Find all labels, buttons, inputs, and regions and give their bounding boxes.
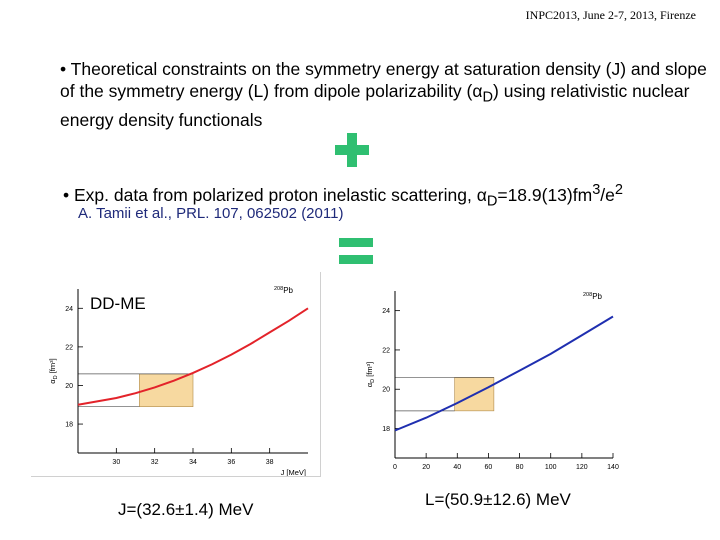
y-tick-label: 24: [65, 306, 73, 313]
x-tick-label: 20: [422, 464, 430, 471]
x-tick-label: 34: [189, 459, 197, 466]
series-curve: [77, 307, 309, 406]
panel-label: DD-ME: [90, 294, 146, 313]
x-tick-label: 36: [227, 459, 235, 466]
y-tick-label: 20: [65, 383, 73, 390]
equals-icon: [339, 234, 373, 268]
y-tick-label: 20: [382, 387, 390, 394]
x-tick-label: 32: [151, 459, 159, 466]
citation: A. Tamii et al., PRL. 107, 062502 (2011): [78, 205, 344, 222]
chart-panel-j: 30 32 34 36 38 18 20 22 24 J [MeV] αD [fm³] 208Pb DD…: [30, 271, 320, 477]
x-axis-label: J [MeV]: [281, 468, 306, 476]
x-tick-label: 40: [453, 464, 461, 471]
alpha-subscript: D: [482, 89, 494, 106]
y-tick-label: 22: [65, 344, 73, 351]
x-tick-label: 30: [112, 459, 120, 466]
bullet-theory-text: • Theoretical constraints on the symmetr…: [60, 59, 707, 101]
fm-superscript: 3: [592, 182, 601, 198]
y-tick-label: 18: [382, 426, 390, 433]
e-superscript: 2: [614, 182, 624, 198]
x-tick-label: 80: [516, 464, 524, 471]
x-tick-label: 140: [607, 464, 619, 471]
y-tick-label: 18: [65, 422, 73, 429]
x-tick-label: 0: [393, 464, 397, 471]
y-tick-label: 24: [382, 308, 390, 315]
y-axis-label: αD [fm³]: [48, 358, 59, 383]
x-tick-label: 100: [545, 464, 557, 471]
result-j: J=(32.6±1.4) MeV: [118, 500, 254, 519]
nucleus-label: 208Pb: [583, 292, 603, 301]
x-tick-label: 38: [266, 459, 274, 466]
bullet-exp-unit: /e: [600, 184, 615, 205]
chart-l-svg: 02040608010012014018202224L [MeV]αD [fm³…: [365, 291, 619, 482]
conference-header: INPC2013, June 2-7, 2013, Firenze: [525, 8, 696, 22]
bullet-theory-end: ) using relativistic nuclear energy dens…: [60, 81, 690, 130]
series-curve: [394, 315, 614, 432]
nucleus-label: 208Pb: [274, 286, 294, 295]
exp-alpha-subscript: D: [486, 193, 498, 210]
bullet-exp-value: =18.9(13)fm: [497, 184, 593, 205]
y-axis-label: αD [fm³]: [365, 362, 376, 387]
bullet-experiment: • Exp. data from polarized proton inelas…: [63, 179, 713, 212]
x-tick-label: 120: [576, 464, 588, 471]
y-tick-label: 22: [382, 347, 390, 354]
bullet-exp-start: • Exp. data from polarized proton inelas…: [63, 184, 487, 205]
chart-j-svg: 30 32 34 36 38 18 20 22 24 J [MeV] αD [fm³] 208Pb DD…: [48, 286, 309, 477]
x-tick-label: 60: [485, 464, 493, 471]
result-l: L=(50.9±12.6) MeV: [425, 490, 571, 509]
plus-icon: [335, 133, 369, 167]
chart-panel-l: 02040608010012014018202224L [MeV]αD [fm³…: [355, 273, 627, 482]
bullet-theory: • Theoretical constraints on the symmetr…: [60, 58, 710, 131]
